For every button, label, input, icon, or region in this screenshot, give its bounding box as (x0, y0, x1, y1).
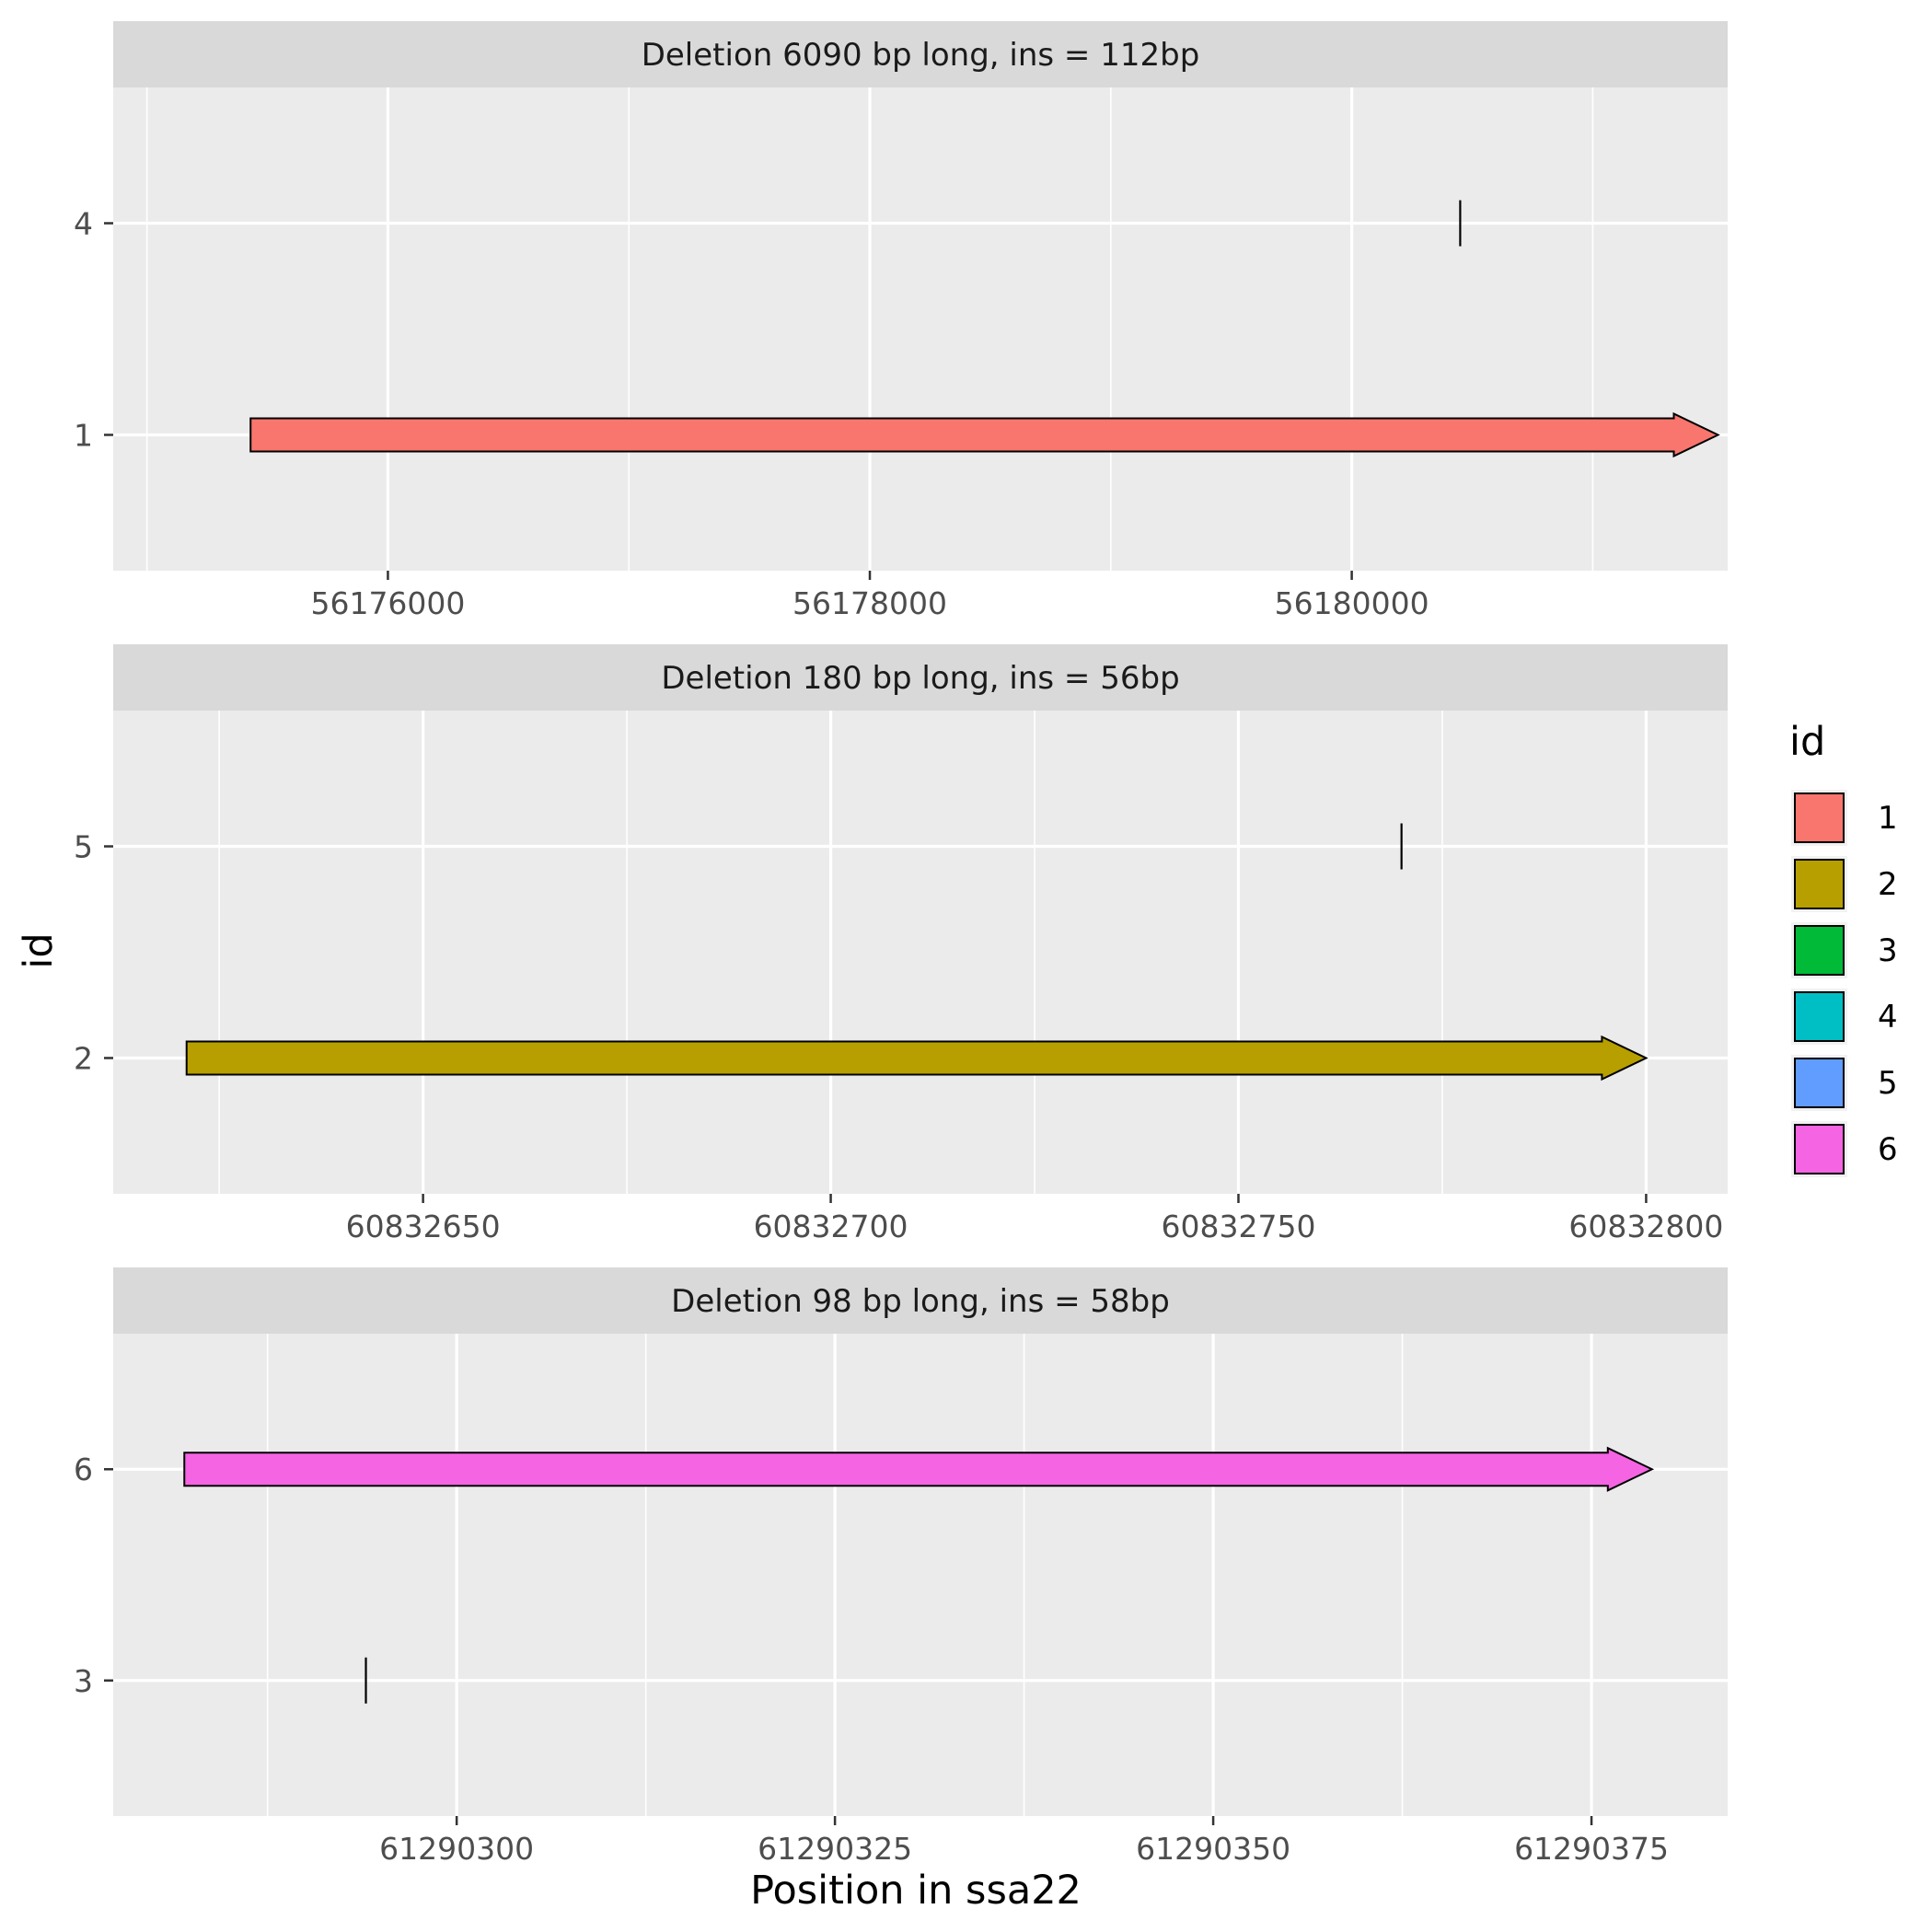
arrow-segment (185, 1035, 1649, 1082)
legend-label: 2 (1878, 866, 1898, 903)
x-tick-label: 60832650 (346, 1209, 501, 1244)
legend-key (1794, 792, 1845, 843)
y-tick-label: 5 (74, 829, 93, 865)
legend: id 1 2 3 4 5 6 (1789, 719, 1898, 1177)
panels: Deletion 6090 bp long, ins = 112bp 4 1 5617… (74, 21, 1728, 1867)
y-tick-label: 3 (74, 1663, 93, 1699)
panel-background (113, 1334, 1728, 1816)
y-axis-title: id (16, 932, 62, 968)
panel: Deletion 6090 bp long, ins = 112bp 4 1 5617… (74, 21, 1728, 621)
legend-key (1794, 1124, 1845, 1174)
x-axis-title: Position in ssa22 (750, 1868, 1082, 1914)
x-tick-label: 60832750 (1162, 1209, 1316, 1244)
x-tick-label: 56180000 (1275, 585, 1429, 621)
legend-key (1794, 859, 1845, 909)
y-tick-label: 4 (74, 206, 93, 242)
arrow-segment (183, 1446, 1655, 1492)
y-tick-label: 2 (74, 1040, 93, 1076)
x-tick-label: 56176000 (310, 585, 465, 621)
x-tick-label: 61290325 (758, 1831, 912, 1867)
x-tick-label: 61290350 (1136, 1831, 1290, 1867)
x-tick-label: 61290375 (1514, 1831, 1669, 1867)
legend-label: 6 (1878, 1131, 1898, 1168)
legend-label: 3 (1878, 932, 1898, 969)
panel-background (113, 711, 1728, 1194)
facet-strip (113, 644, 1728, 711)
legend-label: 1 (1878, 800, 1898, 837)
legend-key (1794, 991, 1845, 1042)
legend-label: 5 (1878, 1065, 1898, 1102)
legend-label: 4 (1878, 999, 1898, 1035)
facet-title: Deletion 6090 bp long, ins = 112bp (642, 37, 1200, 74)
panel: Deletion 180 bp long, ins = 56bp 5 2 608326… (74, 644, 1728, 1244)
x-tick-label: 60832800 (1568, 1209, 1723, 1244)
panel-background (113, 87, 1728, 571)
legend-key (1794, 925, 1845, 976)
x-tick-label: 56178000 (792, 585, 947, 621)
arrow-segment (249, 411, 1720, 458)
x-tick-label: 60832700 (754, 1209, 908, 1244)
legend-key (1794, 1058, 1845, 1108)
facet-strip (113, 1267, 1728, 1334)
facet-title: Deletion 98 bp long, ins = 58bp (671, 1283, 1170, 1320)
y-tick-label: 1 (74, 417, 93, 453)
facet-strip (113, 21, 1728, 87)
facet-title: Deletion 180 bp long, ins = 56bp (661, 660, 1179, 697)
x-tick-label: 61290300 (379, 1831, 534, 1867)
panel: Deletion 98 bp long, ins = 58bp 6 3 6129030… (74, 1267, 1728, 1867)
y-tick-label: 6 (74, 1452, 93, 1487)
legend-title: id (1789, 719, 1825, 765)
